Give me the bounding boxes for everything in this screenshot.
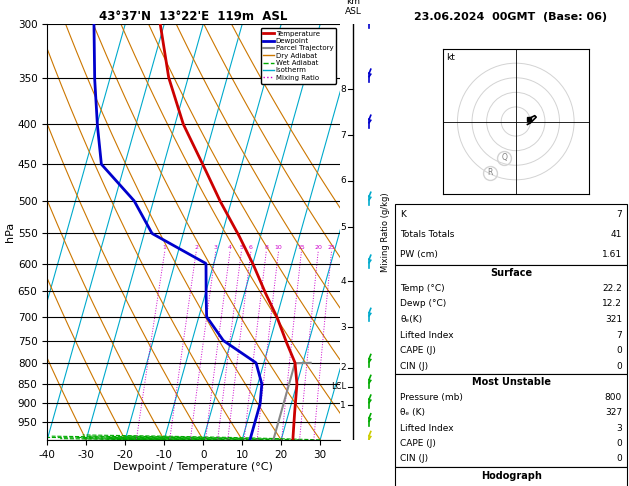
- Text: Totals Totals: Totals Totals: [400, 230, 455, 239]
- Text: 20: 20: [314, 245, 322, 250]
- Text: 800: 800: [604, 393, 622, 402]
- Bar: [396, 204, 626, 265]
- Text: CAPE (J): CAPE (J): [400, 347, 436, 355]
- Text: 41: 41: [611, 230, 622, 239]
- Text: 5: 5: [340, 223, 346, 232]
- Text: 5: 5: [240, 245, 243, 250]
- Text: 3: 3: [616, 424, 622, 433]
- Text: Temp (°C): Temp (°C): [400, 284, 445, 293]
- Text: CAPE (J): CAPE (J): [400, 439, 436, 448]
- Text: 8: 8: [340, 85, 346, 94]
- Text: Most Unstable: Most Unstable: [472, 377, 550, 387]
- Text: 321: 321: [605, 315, 622, 324]
- Text: 25: 25: [328, 245, 335, 250]
- Text: CIN (J): CIN (J): [400, 362, 428, 371]
- Text: 1.61: 1.61: [602, 250, 622, 259]
- Text: kt: kt: [446, 53, 455, 62]
- X-axis label: Dewpoint / Temperature (°C): Dewpoint / Temperature (°C): [113, 462, 274, 472]
- Text: 0: 0: [616, 362, 622, 371]
- Text: 22.2: 22.2: [602, 284, 622, 293]
- Text: θₑ(K): θₑ(K): [400, 315, 422, 324]
- Text: CIN (J): CIN (J): [400, 454, 428, 463]
- Bar: [396, 467, 626, 486]
- Text: Q: Q: [501, 154, 507, 162]
- Legend: Temperature, Dewpoint, Parcel Trajectory, Dry Adiabat, Wet Adiabat, Isotherm, Mi: Temperature, Dewpoint, Parcel Trajectory…: [260, 28, 336, 84]
- Text: 7: 7: [340, 131, 346, 140]
- Text: 6: 6: [249, 245, 253, 250]
- Text: 3: 3: [340, 323, 346, 332]
- Text: km
ASL: km ASL: [345, 0, 362, 16]
- Text: 6: 6: [340, 176, 346, 185]
- Text: 1: 1: [163, 245, 167, 250]
- Text: 7: 7: [616, 330, 622, 340]
- Text: 23.06.2024  00GMT  (Base: 06): 23.06.2024 00GMT (Base: 06): [415, 12, 608, 22]
- Bar: [396, 265, 626, 374]
- Text: 1: 1: [340, 401, 346, 410]
- Text: 4: 4: [340, 277, 346, 286]
- Text: K: K: [400, 210, 406, 219]
- Text: 3: 3: [214, 245, 218, 250]
- Text: 7: 7: [616, 210, 622, 219]
- Text: Lifted Index: Lifted Index: [400, 330, 454, 340]
- Text: Dewp (°C): Dewp (°C): [400, 299, 447, 309]
- Text: 2: 2: [194, 245, 198, 250]
- Text: 10: 10: [275, 245, 282, 250]
- Text: Hodograph: Hodograph: [481, 471, 542, 481]
- Text: 4: 4: [228, 245, 232, 250]
- Text: θₑ (K): θₑ (K): [400, 408, 425, 417]
- Y-axis label: hPa: hPa: [5, 222, 15, 242]
- Text: 15: 15: [298, 245, 305, 250]
- Text: 0: 0: [616, 454, 622, 463]
- Text: LCL: LCL: [331, 382, 346, 391]
- Text: 327: 327: [605, 408, 622, 417]
- Text: 0: 0: [616, 347, 622, 355]
- Text: 0: 0: [616, 439, 622, 448]
- Text: Mixing Ratio (g/kg): Mixing Ratio (g/kg): [381, 192, 389, 272]
- Bar: [396, 374, 626, 467]
- Text: 12.2: 12.2: [602, 299, 622, 309]
- Text: Lifted Index: Lifted Index: [400, 424, 454, 433]
- Text: R: R: [487, 168, 493, 177]
- Text: Surface: Surface: [490, 268, 532, 278]
- Text: PW (cm): PW (cm): [400, 250, 438, 259]
- Text: Pressure (mb): Pressure (mb): [400, 393, 463, 402]
- Text: 2: 2: [340, 364, 346, 372]
- Text: 8: 8: [264, 245, 268, 250]
- Title: 43°37'N  13°22'E  119m  ASL: 43°37'N 13°22'E 119m ASL: [99, 10, 287, 23]
